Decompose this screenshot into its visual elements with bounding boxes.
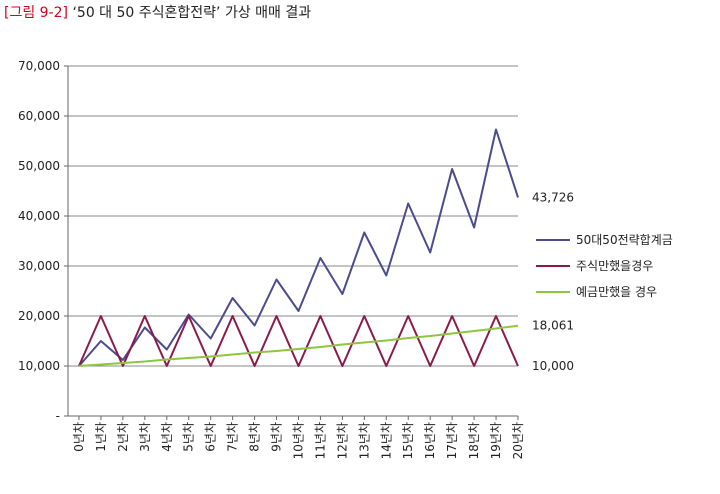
x-tick-label: 8년차 — [248, 422, 262, 452]
x-tick-label: 10년차 — [291, 422, 305, 459]
x-tick-label: 5년차 — [182, 422, 196, 452]
y-tick-label: 30,000 — [18, 259, 60, 273]
end-value-label: 18,061 — [532, 319, 574, 333]
x-tick-label: 14년차 — [379, 422, 393, 459]
x-tick-label: 4년차 — [160, 422, 174, 452]
series-line — [78, 315, 519, 367]
x-tick-label: 6년차 — [204, 422, 218, 452]
figure-title: [그림 9-2] ‘50 대 50 주식혼합전략’ 가상 매매 결과 — [4, 2, 311, 22]
figure-title-text: ‘50 대 50 주식혼합전략’ 가상 매매 결과 — [72, 5, 312, 21]
x-tick-label: 18년차 — [467, 422, 481, 459]
end-labels: 43,726 10,000 18,061 — [532, 190, 574, 373]
x-tick-label: 16년차 — [423, 422, 437, 459]
y-tick-label: 70,000 — [18, 59, 60, 73]
x-tick-label: 7년차 — [226, 422, 240, 452]
x-tick-label: 0년차 — [72, 422, 86, 452]
y-tick-label: 10,000 — [18, 359, 60, 373]
figure-tag: [그림 9-2] — [4, 5, 69, 21]
y-tick-label: 60,000 — [18, 109, 60, 123]
x-tick-label: 12년차 — [335, 422, 349, 459]
x-tick-label: 1년차 — [94, 422, 108, 452]
series-line — [78, 128, 519, 367]
legend-label: 예금만했을 경우 — [576, 285, 657, 299]
y-axis-ticks: - 10,000 20,000 30,000 40,000 50,000 60,000 70,… — [18, 59, 68, 423]
series-line — [78, 324, 519, 367]
x-tick-label: 9년차 — [270, 422, 284, 452]
series-lines — [78, 128, 519, 367]
x-tick-label: 3년차 — [138, 422, 152, 452]
x-tick-label: 20년차 — [511, 422, 525, 459]
x-tick-label: 17년차 — [445, 422, 459, 459]
y-tick-label: 50,000 — [18, 159, 60, 173]
x-tick-label: 19년차 — [489, 422, 503, 459]
end-value-label: 43,726 — [532, 190, 574, 204]
x-tick-label: 2년차 — [116, 422, 130, 452]
x-axis-ticks: 0년차 1년차 2년차 3년차 4년차 5년차 6년차 7년차 8년차 9년차 10년차 11년차 12… — [72, 416, 525, 459]
axes — [67, 66, 518, 417]
legend-label: 주식만했을경우 — [576, 259, 653, 273]
y-tick-label: 20,000 — [18, 309, 60, 323]
end-value-label: 10,000 — [532, 359, 574, 373]
gridlines — [68, 65, 518, 367]
legend-label: 50대50전략합계금 — [576, 233, 673, 247]
y-tick-label: 40,000 — [18, 209, 60, 223]
y-tick-label: - — [56, 409, 60, 423]
x-tick-label: 11년차 — [313, 422, 327, 459]
x-tick-label: 13년차 — [357, 422, 371, 459]
x-tick-label: 15년차 — [401, 422, 415, 459]
